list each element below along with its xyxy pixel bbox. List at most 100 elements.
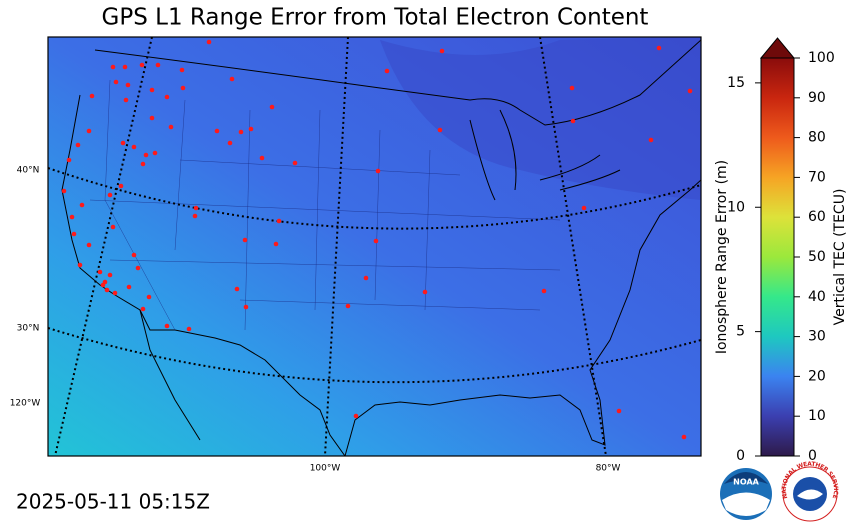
station [345, 303, 351, 309]
station [125, 82, 131, 88]
tick-label: 20 [808, 368, 826, 384]
station [238, 129, 244, 135]
station [126, 284, 132, 290]
station [570, 118, 576, 124]
station [123, 97, 129, 103]
station [569, 85, 575, 91]
lat-label: 40°N [17, 166, 40, 176]
tick-label: 40 [808, 289, 826, 305]
station [243, 304, 249, 310]
station [69, 214, 75, 220]
station [120, 140, 126, 146]
station [164, 323, 170, 329]
station [149, 87, 155, 93]
tick-label: 80 [808, 130, 826, 146]
station [192, 213, 198, 219]
station [149, 115, 155, 121]
station [86, 242, 92, 248]
station [375, 168, 381, 174]
station [110, 224, 116, 230]
tick-label: 5 [736, 324, 745, 340]
station [139, 62, 145, 68]
stations [61, 39, 693, 440]
station [353, 413, 359, 419]
station [422, 289, 428, 295]
station [259, 155, 265, 161]
logo-text: NOAA [733, 478, 759, 487]
station [186, 326, 192, 332]
graticule [48, 37, 701, 456]
station [681, 434, 687, 440]
station [242, 237, 248, 243]
tick-label: 30 [808, 329, 826, 345]
station [229, 76, 235, 82]
station [107, 192, 113, 198]
tick-label: 10 [727, 199, 745, 215]
colorbar-left-label: Ionosphere Range Error (m) [714, 160, 730, 354]
station [581, 205, 587, 211]
station [140, 306, 146, 312]
station [384, 68, 390, 74]
noaa-logo: NOAA [720, 468, 772, 520]
station [373, 238, 379, 244]
station [180, 85, 186, 91]
station [656, 45, 662, 51]
station [89, 93, 95, 99]
station [61, 188, 67, 194]
station [273, 241, 279, 247]
station [140, 161, 146, 167]
tick-label: 0 [808, 448, 817, 464]
station [541, 288, 547, 294]
tick-label: 70 [808, 169, 826, 185]
tick-label: 0 [736, 448, 745, 464]
map [48, 37, 701, 456]
station [616, 408, 622, 414]
station [135, 265, 141, 271]
timestamp: 2025-05-11 05:15Z [16, 490, 210, 514]
logo-bird [724, 472, 768, 484]
station [97, 269, 103, 275]
station [363, 275, 369, 281]
station [143, 152, 149, 158]
station [118, 183, 124, 189]
tick-label: 15 [727, 75, 745, 91]
map-frame [47, 36, 702, 457]
station [276, 218, 282, 224]
station [437, 127, 443, 133]
lat-label: 30°N [17, 324, 40, 334]
logo-cloud [797, 489, 823, 500]
station [112, 290, 118, 296]
colorbar: Ionosphere Range Error (m) Vertical TEC … [714, 37, 848, 464]
station [79, 202, 85, 208]
title: GPS L1 Range Error from Total Electron C… [102, 5, 649, 31]
nws-logo: NATIONAL WEATHER SERVICE [780, 460, 840, 522]
boundaries [61, 39, 701, 456]
lon-label: 120°W [10, 399, 41, 409]
station [155, 62, 161, 68]
tick-label: 100 [808, 50, 835, 66]
station [100, 282, 106, 288]
station [113, 79, 119, 85]
station [648, 137, 654, 143]
station [206, 39, 212, 45]
station [131, 144, 137, 150]
lon-label: 100°W [310, 464, 341, 474]
tick-label: 60 [808, 209, 826, 225]
station [110, 64, 116, 70]
station [439, 48, 445, 54]
tick-label: 50 [808, 249, 826, 265]
station [214, 128, 220, 134]
station [71, 231, 77, 237]
station [292, 160, 298, 166]
state-lines [89, 79, 561, 331]
station [168, 124, 174, 130]
station [179, 67, 185, 73]
station [107, 272, 113, 278]
tick-label: 90 [808, 90, 826, 106]
tick-label: 10 [808, 408, 826, 424]
station [86, 128, 92, 134]
station [104, 287, 110, 293]
station [234, 286, 240, 292]
colorbar-right-label: Vertical TEC (TECU) [832, 189, 848, 326]
